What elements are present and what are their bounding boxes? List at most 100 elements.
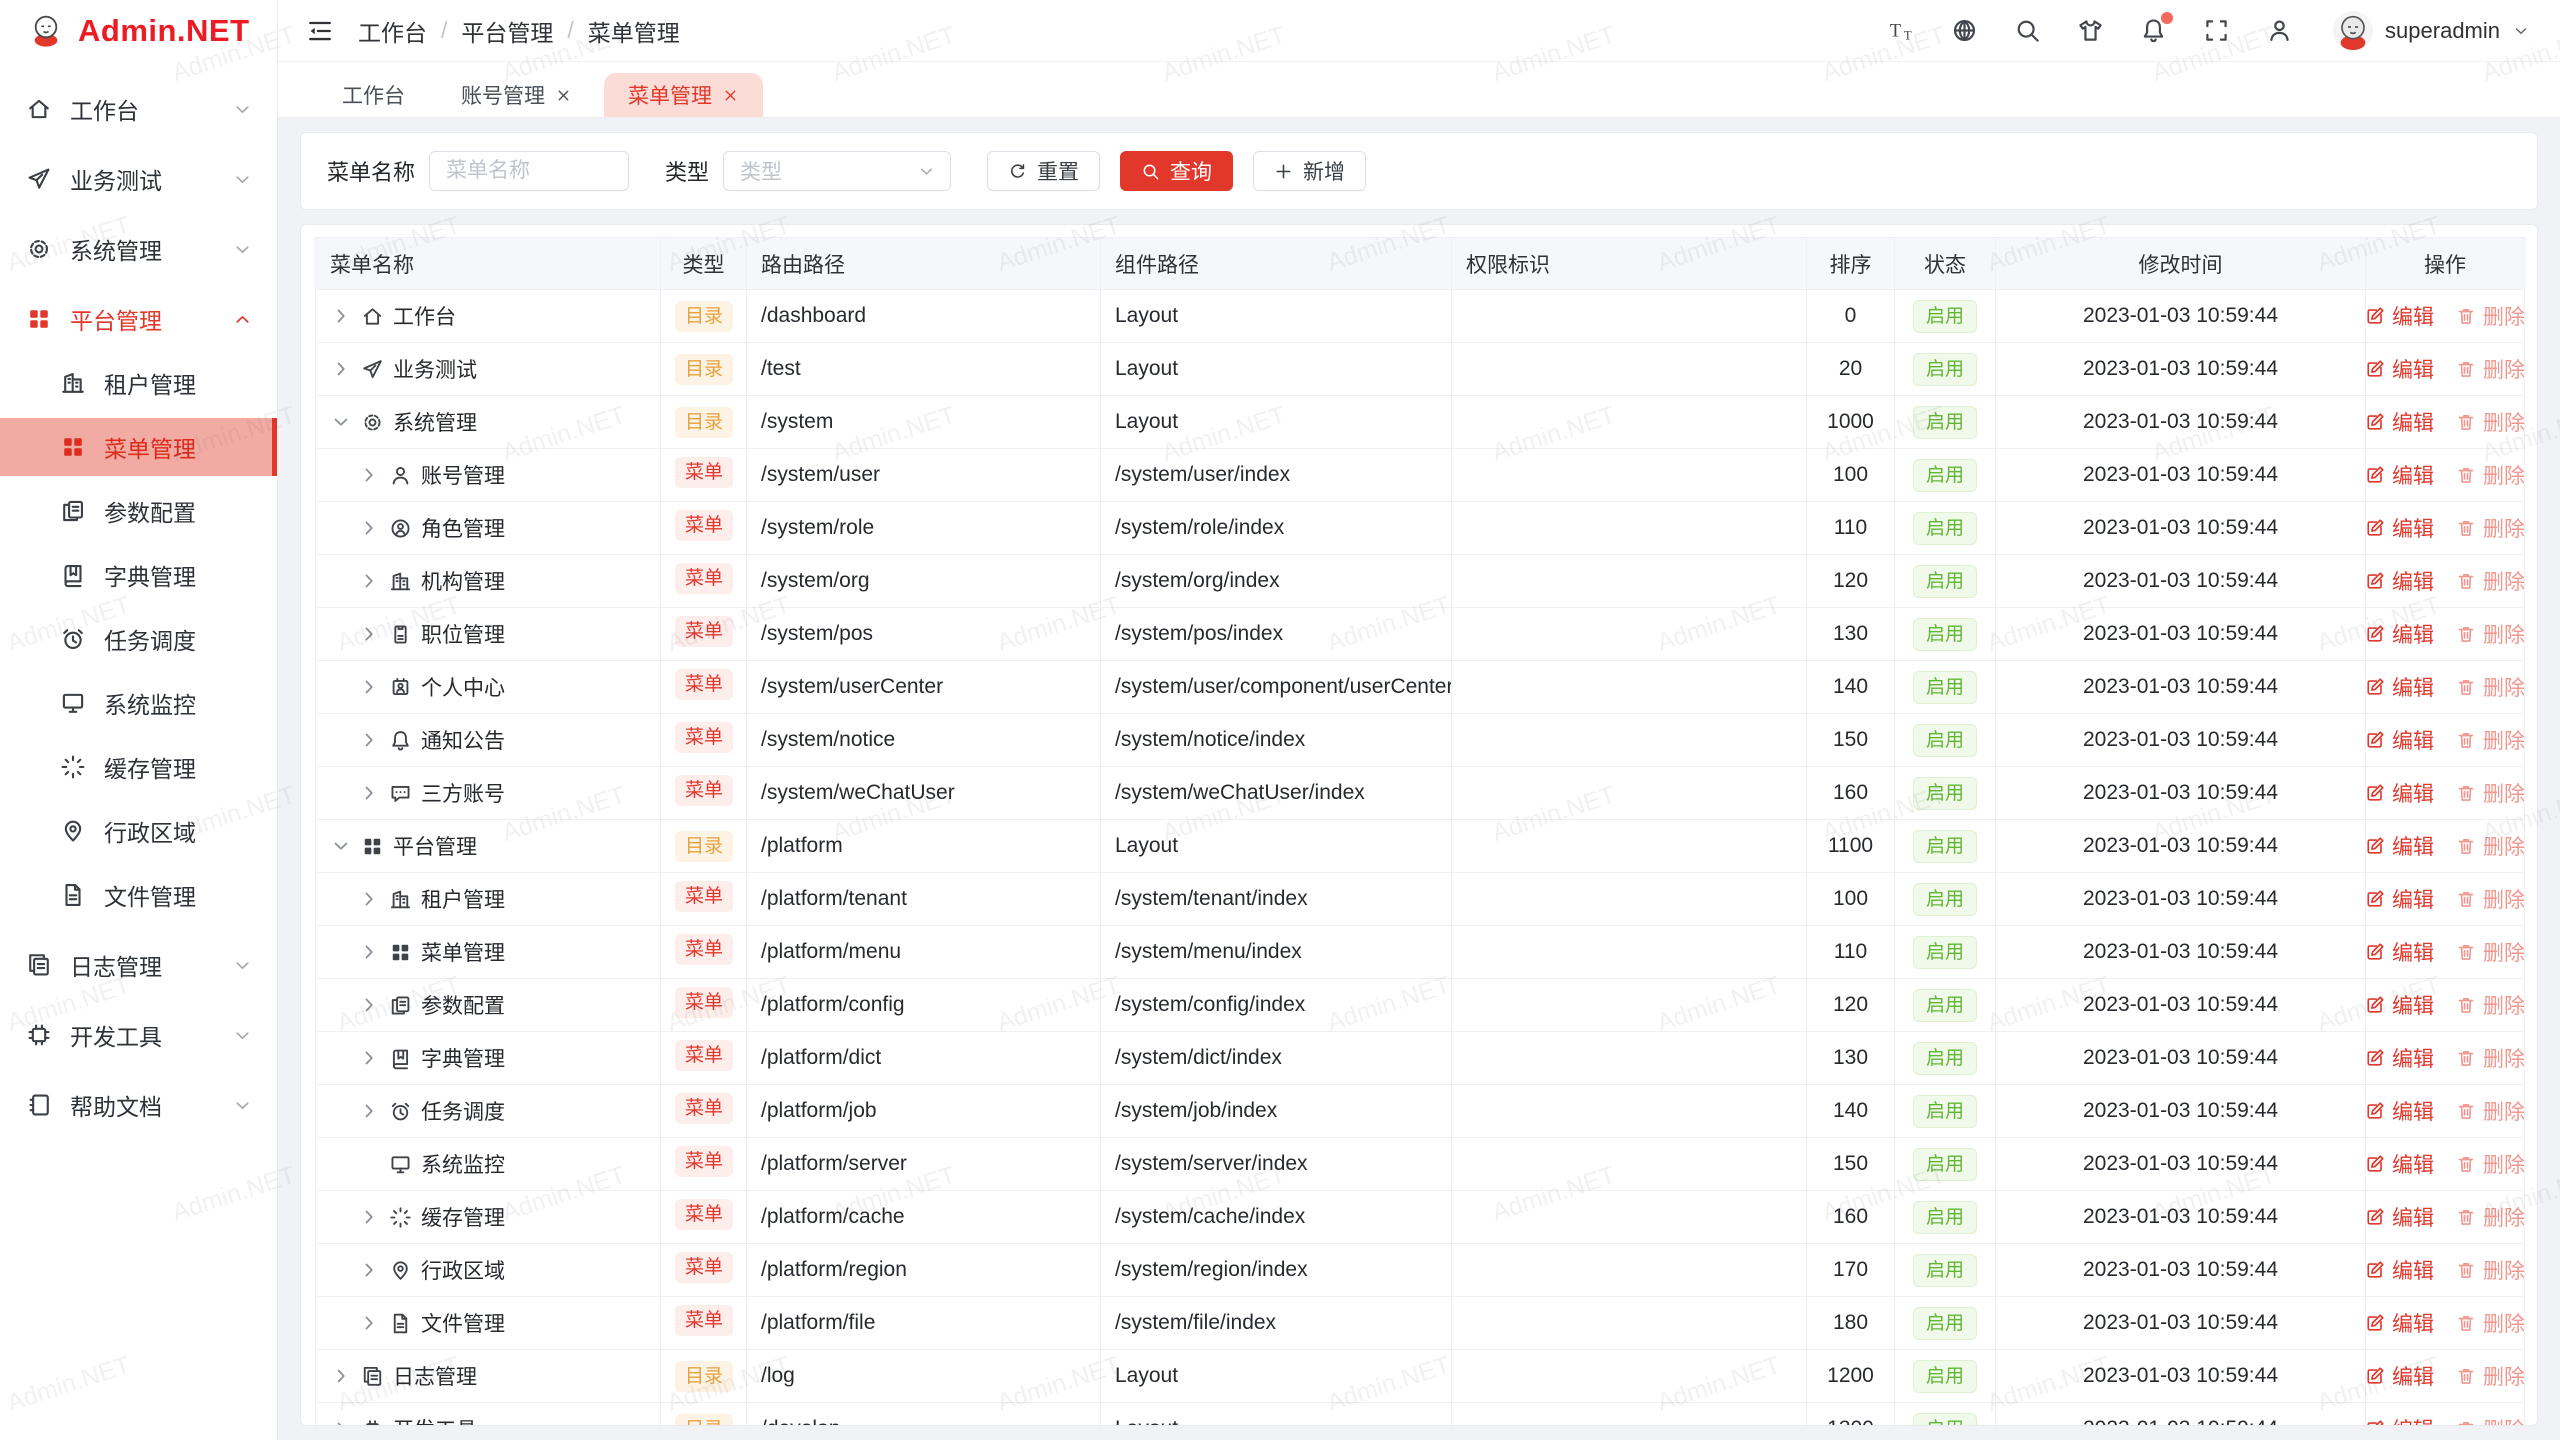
expand-right-icon[interactable] (330, 305, 352, 327)
expand-down-icon[interactable] (330, 411, 352, 433)
delete-button[interactable]: 删除 (2456, 566, 2524, 596)
profile-icon[interactable] (2266, 17, 2293, 44)
query-button[interactable]: 查询 (1120, 151, 1234, 191)
sidebar-subitem-3-6[interactable]: 缓存管理 (0, 738, 277, 796)
edit-button[interactable]: 编辑 (2367, 460, 2434, 490)
language-icon[interactable] (1951, 17, 1978, 44)
edit-button[interactable]: 编辑 (2367, 937, 2434, 967)
expand-right-icon[interactable] (358, 517, 380, 539)
edit-button[interactable]: 编辑 (2367, 778, 2434, 808)
edit-button[interactable]: 编辑 (2367, 672, 2434, 702)
edit-button[interactable]: 编辑 (2367, 1308, 2434, 1338)
delete-button[interactable]: 删除 (2456, 1096, 2524, 1126)
edit-button[interactable]: 编辑 (2367, 1202, 2434, 1232)
sidebar-subitem-3-8[interactable]: 文件管理 (0, 866, 277, 924)
expand-right-icon[interactable] (358, 623, 380, 645)
reset-button[interactable]: 重置 (987, 151, 1101, 191)
edit-button[interactable]: 编辑 (2367, 619, 2434, 649)
menu-name-input[interactable] (429, 151, 630, 191)
delete-button[interactable]: 删除 (2456, 1202, 2524, 1232)
delete-button[interactable]: 删除 (2456, 619, 2524, 649)
edit-button[interactable]: 编辑 (2367, 1096, 2434, 1126)
sidebar-item-5[interactable]: 开发工具 (0, 1006, 277, 1064)
delete-button[interactable]: 删除 (2456, 778, 2524, 808)
delete-button[interactable]: 删除 (2456, 1255, 2524, 1285)
expand-right-icon[interactable] (358, 888, 380, 910)
edit-button[interactable]: 编辑 (2367, 990, 2434, 1020)
expand-right-icon[interactable] (358, 994, 380, 1016)
sidebar-item-2[interactable]: 系统管理 (0, 220, 277, 278)
delete-button[interactable]: 删除 (2456, 937, 2524, 967)
expand-down-icon[interactable] (330, 835, 352, 857)
theme-icon[interactable] (2077, 17, 2104, 44)
edit-button[interactable]: 编辑 (2367, 354, 2434, 384)
sidebar-item-3[interactable]: 平台管理 (0, 290, 277, 348)
edit-button[interactable]: 编辑 (2367, 884, 2434, 914)
notification-icon[interactable] (2140, 12, 2174, 44)
search-icon[interactable] (2014, 17, 2041, 44)
expand-right-icon[interactable] (358, 1259, 380, 1281)
expand-right-icon[interactable] (330, 1365, 352, 1387)
fullscreen-icon[interactable] (2203, 17, 2230, 44)
sidebar-subitem-3-4[interactable]: 任务调度 (0, 610, 277, 668)
expand-right-icon[interactable] (358, 1312, 380, 1334)
avatar[interactable] (2333, 10, 2374, 51)
edit-button[interactable]: 编辑 (2367, 1361, 2434, 1391)
edit-button[interactable]: 编辑 (2367, 1414, 2434, 1425)
menu-fold-icon[interactable] (306, 17, 334, 45)
expand-right-icon[interactable] (358, 729, 380, 751)
sidebar-subitem-3-2[interactable]: 参数配置 (0, 482, 277, 540)
sidebar-subitem-3-5[interactable]: 系统监控 (0, 674, 277, 732)
edit-button[interactable]: 编辑 (2367, 301, 2434, 331)
breadcrumb-item-platform[interactable]: 平台管理 (461, 19, 554, 46)
sidebar-subitem-3-3[interactable]: 字典管理 (0, 546, 277, 604)
delete-button[interactable]: 删除 (2456, 1414, 2524, 1425)
expand-right-icon[interactable] (358, 1206, 380, 1228)
expand-right-icon[interactable] (358, 941, 380, 963)
add-button[interactable]: 新增 (1253, 151, 1367, 191)
delete-button[interactable]: 删除 (2456, 513, 2524, 543)
edit-button[interactable]: 编辑 (2367, 407, 2434, 437)
edit-button[interactable]: 编辑 (2367, 1043, 2434, 1073)
expand-right-icon[interactable] (358, 464, 380, 486)
delete-button[interactable]: 删除 (2456, 301, 2524, 331)
delete-button[interactable]: 删除 (2456, 831, 2524, 861)
edit-button[interactable]: 编辑 (2367, 725, 2434, 755)
edit-button[interactable]: 编辑 (2367, 566, 2434, 596)
edit-button[interactable]: 编辑 (2367, 831, 2434, 861)
close-icon[interactable] (555, 87, 572, 104)
delete-button[interactable]: 删除 (2456, 1308, 2524, 1338)
delete-button[interactable]: 删除 (2456, 354, 2524, 384)
expand-right-icon[interactable] (358, 1047, 380, 1069)
delete-button[interactable]: 删除 (2456, 407, 2524, 437)
tab-2[interactable]: 菜单管理 (604, 73, 763, 117)
expand-right-icon[interactable] (358, 676, 380, 698)
sidebar-item-0[interactable]: 工作台 (0, 80, 277, 138)
tab-1[interactable]: 账号管理 (437, 73, 596, 117)
breadcrumb-item-menu[interactable]: 菜单管理 (587, 19, 680, 46)
edit-button[interactable]: 编辑 (2367, 1255, 2434, 1285)
sidebar-subitem-3-0[interactable]: 租户管理 (0, 354, 277, 412)
expand-right-icon[interactable] (358, 570, 380, 592)
expand-right-icon[interactable] (330, 1418, 352, 1426)
edit-button[interactable]: 编辑 (2367, 1149, 2434, 1179)
expand-right-icon[interactable] (358, 782, 380, 804)
expand-right-icon[interactable] (358, 1100, 380, 1122)
sidebar-subitem-3-7[interactable]: 行政区域 (0, 802, 277, 860)
close-icon[interactable] (722, 87, 739, 104)
breadcrumb-item-workbench[interactable]: 工作台 (358, 19, 427, 46)
expand-right-icon[interactable] (330, 358, 352, 380)
type-select[interactable]: 类型 (723, 151, 952, 191)
sidebar-item-4[interactable]: 日志管理 (0, 936, 277, 994)
delete-button[interactable]: 删除 (2456, 460, 2524, 490)
delete-button[interactable]: 删除 (2456, 672, 2524, 702)
delete-button[interactable]: 删除 (2456, 884, 2524, 914)
delete-button[interactable]: 删除 (2456, 990, 2524, 1020)
sidebar-item-6[interactable]: 帮助文档 (0, 1076, 277, 1134)
sidebar-item-1[interactable]: 业务测试 (0, 150, 277, 208)
delete-button[interactable]: 删除 (2456, 725, 2524, 755)
user-menu[interactable]: superadmin (2333, 10, 2530, 51)
delete-button[interactable]: 删除 (2456, 1361, 2524, 1391)
delete-button[interactable]: 删除 (2456, 1149, 2524, 1179)
